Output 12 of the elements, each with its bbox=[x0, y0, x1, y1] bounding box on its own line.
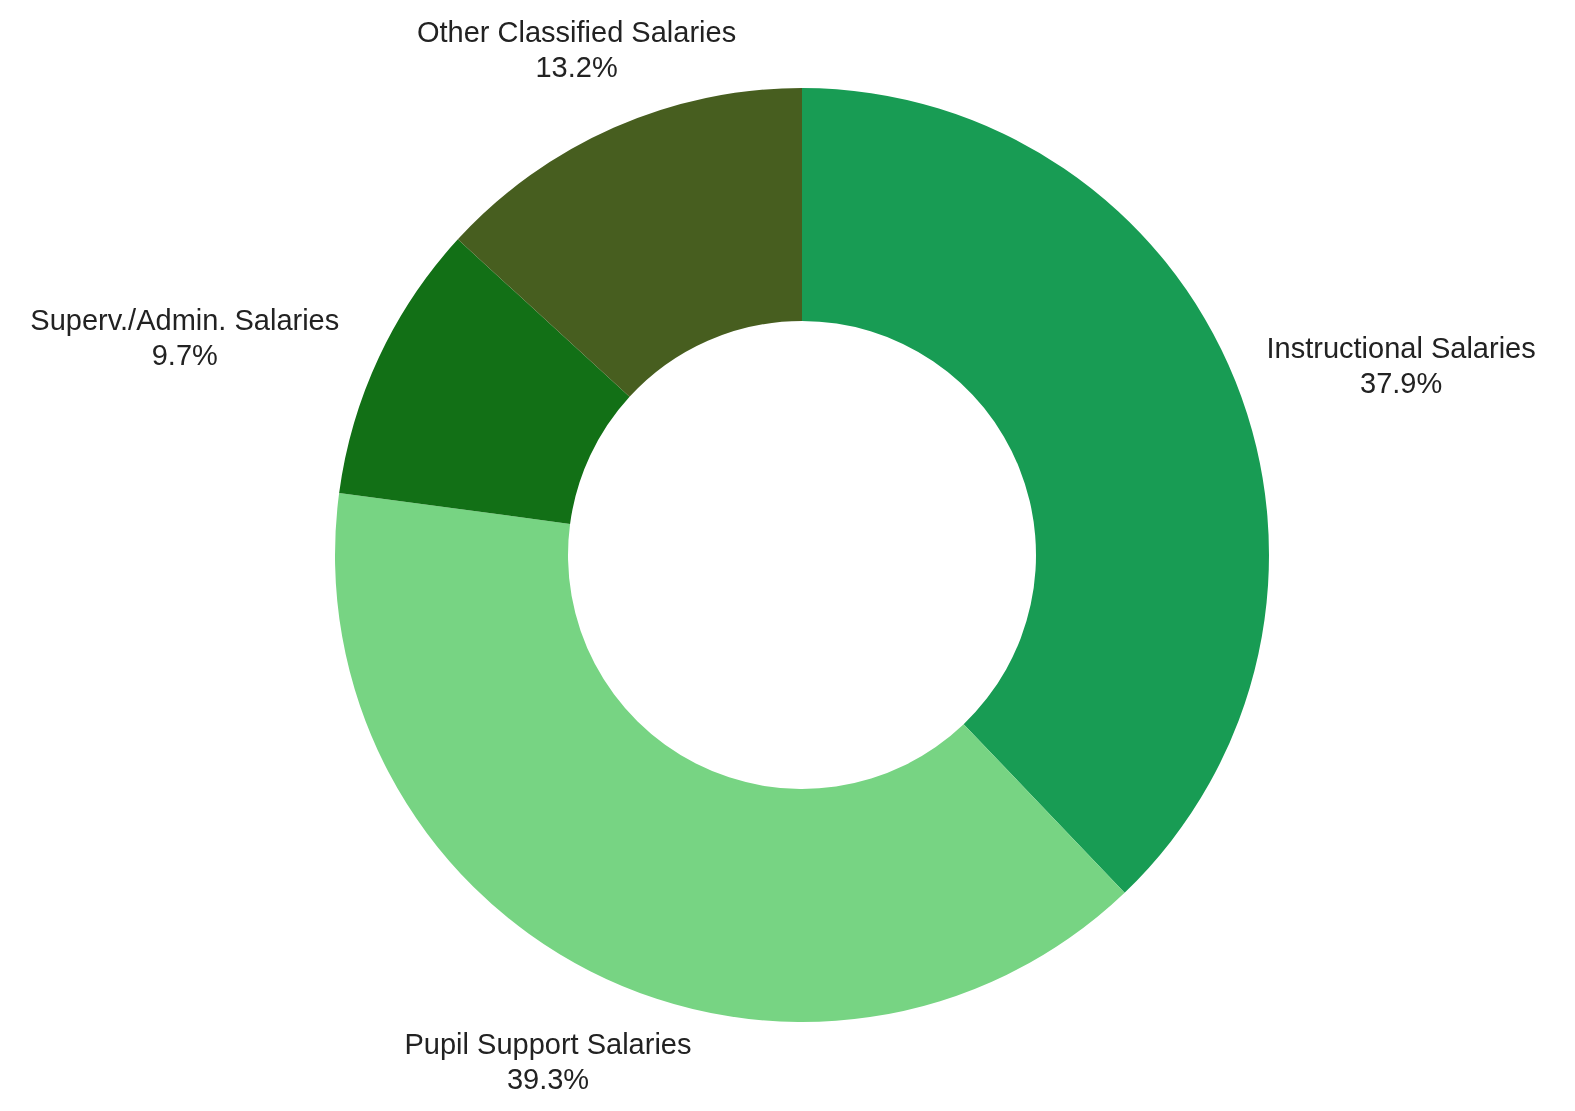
data-label: 13.2% bbox=[535, 51, 618, 84]
slice-label: Other Classified Salaries bbox=[417, 16, 737, 49]
slice-label: Instructional Salaries bbox=[1266, 331, 1536, 364]
data-label: 37.9% bbox=[1360, 366, 1443, 399]
donut-slice bbox=[339, 239, 630, 524]
slice-label: Superv./Admin. Salaries bbox=[30, 304, 340, 337]
data-label: 9.7% bbox=[151, 339, 218, 372]
donut-slice bbox=[802, 88, 1269, 893]
data-label: 39.3% bbox=[506, 1062, 590, 1095]
donut-slice bbox=[335, 492, 1125, 1022]
slice-label: Pupil Support Salaries bbox=[404, 1028, 692, 1061]
donut-slice bbox=[457, 88, 802, 397]
